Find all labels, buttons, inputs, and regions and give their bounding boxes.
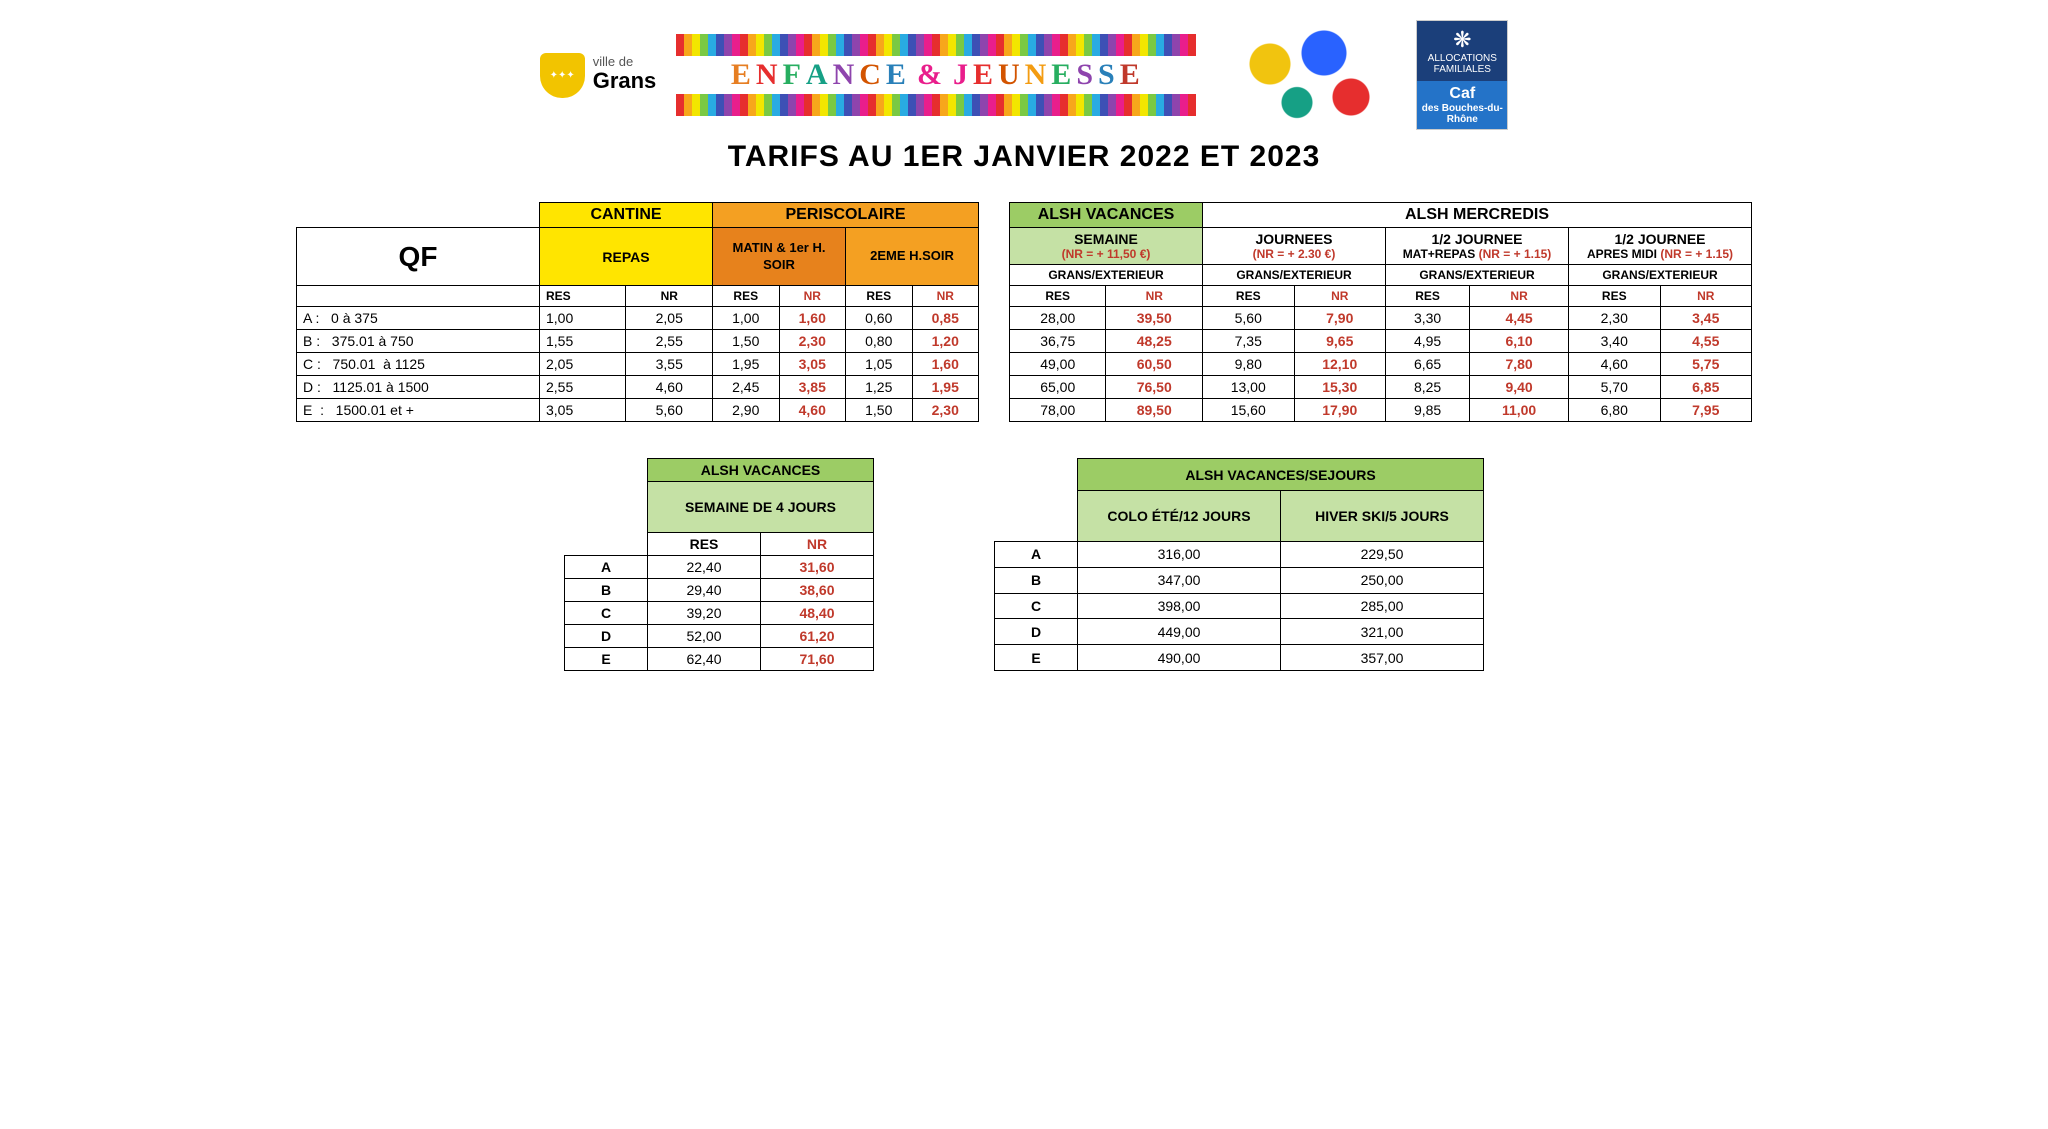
l2-col1: COLO ÉTÉ/12 JOURS bbox=[1078, 491, 1281, 542]
table-row: C398,00285,00 bbox=[995, 593, 1484, 619]
ville-label: ville de bbox=[593, 56, 657, 68]
ge-j: GRANS/EXTERIEUR bbox=[1203, 265, 1386, 286]
hdr-cantine: CANTINE bbox=[540, 203, 713, 228]
ge-vac: GRANS/EXTERIEUR bbox=[1010, 265, 1203, 286]
res-nr-row: RES NR RES NR RES NR RES NR RES NR RES N… bbox=[297, 286, 1752, 307]
sub-demi1-label: 1/2 JOURNEE bbox=[1392, 231, 1562, 247]
sub-soir2: 2EME H.SOIR bbox=[846, 228, 979, 286]
l2-title: ALSH VACANCES/SEJOURS bbox=[1078, 459, 1484, 491]
alsh-vac-4jours-table: ALSH VACANCES SEMAINE DE 4 JOURS RESNR A… bbox=[564, 458, 874, 671]
sub-journees-label: JOURNEES bbox=[1209, 231, 1379, 247]
lower-tables-wrap: ALSH VACANCES SEMAINE DE 4 JOURS RESNR A… bbox=[30, 458, 2018, 671]
table-row: E : 1500.01 et +3,055,602,904,601,502,30… bbox=[297, 399, 1752, 422]
sub-journees-note: (NR = + 2.30 €) bbox=[1209, 247, 1379, 261]
sub-semaine: SEMAINE (NR = + 11,50 €) bbox=[1010, 228, 1203, 265]
hdr-periscolaire: PERISCOLAIRE bbox=[713, 203, 979, 228]
table-row: C39,2048,40 bbox=[565, 602, 874, 625]
table-row: D52,0061,20 bbox=[565, 625, 874, 648]
caf-line1: ALLOCATIONS FAMILIALES bbox=[1419, 53, 1505, 75]
sub-demi2-sub: APRES MIDI (NR = + 1.15) bbox=[1575, 247, 1745, 261]
table-row: E490,00357,00 bbox=[995, 645, 1484, 671]
ge-d2: GRANS/EXTERIEUR bbox=[1569, 265, 1752, 286]
sub-demi1-sub: MAT+REPAS (NR = + 1.15) bbox=[1392, 247, 1562, 261]
caf-line2: Caf bbox=[1419, 85, 1505, 103]
sub-semaine-note: (NR = + 11,50 €) bbox=[1016, 247, 1196, 261]
table-row: B29,4038,60 bbox=[565, 579, 874, 602]
pencils-bottom-icon bbox=[676, 94, 1196, 116]
sub-matin: MATIN & 1er H. SOIR bbox=[713, 228, 846, 286]
sub-journees: JOURNEES (NR = + 2.30 €) bbox=[1203, 228, 1386, 265]
qf-label: QF bbox=[297, 228, 540, 286]
table-row: D : 1125.01 à 15002,554,602,453,851,251,… bbox=[297, 376, 1752, 399]
ge-d1: GRANS/EXTERIEUR bbox=[1386, 265, 1569, 286]
grans-label: Grans bbox=[593, 68, 657, 93]
enfance-jeunesse-text: ENFANCE & JEUNESSE bbox=[676, 58, 1196, 92]
enfance-jeunesse-banner: ENFANCE & JEUNESSE bbox=[676, 32, 1196, 118]
caf-mid: Caf des Bouches-du-Rhône bbox=[1417, 81, 1507, 129]
l1-nr: NR bbox=[761, 533, 874, 556]
sub-repas: REPAS bbox=[540, 228, 713, 286]
table-row: D449,00321,00 bbox=[995, 619, 1484, 645]
hand-paint-icon bbox=[1216, 20, 1396, 130]
l1-title: ALSH VACANCES bbox=[648, 459, 874, 482]
table-row: B : 375.01 à 7501,552,551,502,300,801,20… bbox=[297, 330, 1752, 353]
caf-line3: des Bouches-du-Rhône bbox=[1419, 103, 1505, 125]
sub-demi2-label: 1/2 JOURNEE bbox=[1575, 231, 1745, 247]
table-row: B347,00250,00 bbox=[995, 567, 1484, 593]
logo-grans: ✦✦✦ ville de Grans bbox=[540, 53, 657, 98]
table-row: A22,4031,60 bbox=[565, 556, 874, 579]
grans-shield-icon: ✦✦✦ bbox=[540, 53, 585, 98]
sub-demi2: 1/2 JOURNEE APRES MIDI (NR = + 1.15) bbox=[1569, 228, 1752, 265]
document-header: ✦✦✦ ville de Grans ENFANCE & JEUNESSE ❋ … bbox=[30, 20, 2018, 130]
l1-res: RES bbox=[648, 533, 761, 556]
grans-text: ville de Grans bbox=[593, 56, 657, 94]
main-pricing-table: CANTINE PERISCOLAIRE ALSH VACANCES ALSH … bbox=[296, 202, 1752, 422]
sub-semaine-label: SEMAINE bbox=[1016, 231, 1196, 247]
l1-subtitle: SEMAINE DE 4 JOURS bbox=[648, 482, 874, 533]
table-row: A316,00229,50 bbox=[995, 542, 1484, 568]
caf-badge: ❋ ALLOCATIONS FAMILIALES Caf des Bouches… bbox=[1416, 20, 1508, 130]
hdr-alsh-vac: ALSH VACANCES bbox=[1010, 203, 1203, 228]
caf-flower-icon: ❋ bbox=[1419, 27, 1505, 53]
alsh-sejours-table: ALSH VACANCES/SEJOURS COLO ÉTÉ/12 JOURS … bbox=[994, 458, 1484, 671]
table-row: C : 750.01 à 11252,053,551,953,051,051,6… bbox=[297, 353, 1752, 376]
caf-top: ❋ ALLOCATIONS FAMILIALES bbox=[1417, 21, 1507, 81]
pencils-top-icon bbox=[676, 34, 1196, 56]
hdr-alsh-mer: ALSH MERCREDIS bbox=[1203, 203, 1752, 228]
table-row: A : 0 à 3751,002,051,001,600,600,8528,00… bbox=[297, 307, 1752, 330]
table-row: E62,4071,60 bbox=[565, 648, 874, 671]
sub-demi1: 1/2 JOURNEE MAT+REPAS (NR = + 1.15) bbox=[1386, 228, 1569, 265]
page-title: TARIFS AU 1ER JANVIER 2022 ET 2023 bbox=[30, 140, 2018, 174]
l2-col2: HIVER SKI/5 JOURS bbox=[1281, 491, 1484, 542]
